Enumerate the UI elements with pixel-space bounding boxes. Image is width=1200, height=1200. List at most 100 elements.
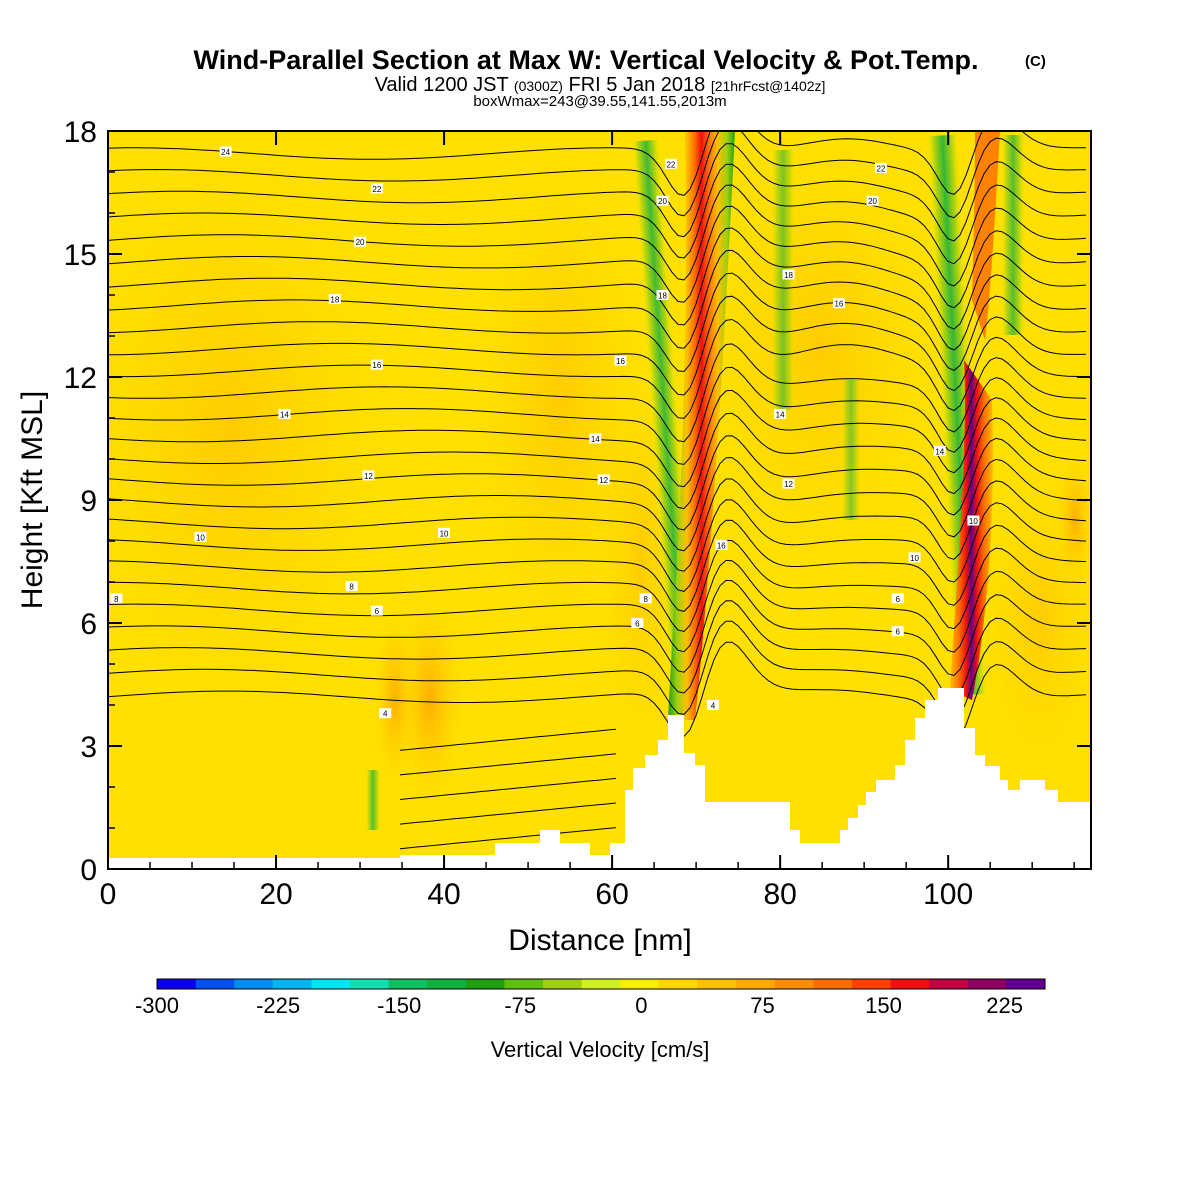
contour-label-bg [194,531,207,542]
theta-contour-line [108,131,1087,219]
contour-label-bg [345,581,358,592]
colorbar-tick-label-2: -150 [377,993,421,1018]
contour-label-bg [874,162,887,173]
contour-label-bg [631,618,644,628]
contour-label-bg [706,700,719,710]
theta-contour-line [108,435,1087,531]
theta-contour-line [108,249,1087,351]
colorbar-swatch-9 [504,979,544,989]
x-tick-label-3: 60 [595,878,628,911]
x-axis-label: Distance [nm] [508,924,691,957]
contour-label-26: 12 [784,480,793,489]
contour-label-bg [328,294,341,305]
x-tick-label-0: 0 [100,878,117,911]
theta-contour-line [108,343,1087,443]
contour-label-32: 6 [896,628,901,637]
colorbar-tick-label-5: 75 [750,993,774,1018]
contour-label-24: 16 [834,300,843,309]
x-tick-label-4: 80 [763,878,796,911]
contour-label-bg [379,708,392,719]
colorbar-swatch-16 [774,979,814,989]
y-tick-label-4: 12 [64,362,97,395]
contour-label-5: 14 [280,410,289,419]
contour-label-23: 18 [784,271,793,280]
theta-contour-line [108,641,1087,745]
contour-label-bg [782,478,795,489]
contour-label-10: 6 [375,607,380,616]
contour-label-11: 4 [383,710,388,719]
contour-label-bg [354,236,367,247]
contour-label-2: 20 [356,238,365,247]
theta-contour-line [108,227,1087,330]
contour-label-bg [362,470,375,481]
subtitle-zulu: (0300Z) [514,78,563,94]
updraft-core-2 [950,131,1000,700]
contour-label-bg [614,355,627,366]
theta-contour-line [108,579,1087,677]
contour-label-27: 22 [877,164,886,173]
colorbar-swatch-14 [697,979,737,989]
contour-label-bg [656,290,669,300]
theta-contour-line [108,295,1087,396]
x-tick-label-1: 20 [259,878,292,911]
contour-label-bg [370,605,383,616]
contour-label-bg [933,445,946,456]
contour-label-bg [589,433,602,444]
contour-label-31: 6 [896,595,901,604]
contour-label-bg [219,146,232,157]
theta-contour-line-low [399,802,617,825]
contour-label-bg [370,359,383,370]
subtitle-forecast: [21hrFcst@1402z] [711,78,826,94]
contour-label-15: 12 [599,476,608,485]
theta-contour-line [108,478,1087,572]
contour-label-13: 16 [616,357,625,366]
contour-label-22: 4 [711,702,716,711]
colorbar-swatch-17 [813,979,853,989]
contour-label-bg [438,527,451,538]
x-tick-label-2: 40 [427,878,460,911]
contour-label-20: 18 [658,292,667,301]
contour-label-bg [866,195,879,206]
theta-contour-line [108,457,1087,552]
x-tick-label-5: 100 [923,878,973,911]
colorbar-swatch-8 [465,979,505,989]
contour-label-bg [664,158,677,169]
y-axis: 0 3 6 9 12 15 18 [64,116,1091,887]
colorbar-swatch-18 [851,979,892,989]
colorbar: -300 -225 -150 -75 0 75 150 225 [135,978,1046,1018]
colorbar-tick-label-1: -225 [256,993,300,1018]
colorbar-frame [156,978,1046,990]
contour-label-bg [278,408,291,419]
colorbar-tick-label-6: 150 [865,993,902,1018]
theta-contour-line-low [399,753,617,776]
colorbar-swatch-13 [658,979,699,989]
contour-label-3: 18 [330,296,339,305]
y-tick-label-0: 0 [80,854,97,887]
colorbar-swatch-6 [388,979,428,989]
contour-label-12: 10 [440,529,449,538]
y-tick-label-1: 3 [80,731,97,764]
theta-contour-line [108,519,1087,612]
contour-label-bg [832,298,845,309]
colorbar-swatch-20 [929,979,969,989]
colorbar-swatch-7 [427,979,467,989]
contour-label-4: 16 [372,361,381,370]
contour-label-33: 10 [969,517,978,526]
contour-label-bg [715,540,728,551]
contour-label-1: 22 [372,185,381,194]
contour-label-bg [891,593,904,604]
colorbar-swatch-5 [350,979,390,989]
colorbar-swatch-19 [890,979,930,989]
contour-label-bg [370,183,383,194]
colorbar-swatch-10 [543,979,583,989]
contour-label-8: 8 [114,595,119,604]
subtitle-date: FRI 5 Jan 2018 [569,74,706,96]
y-tick-label-6: 18 [64,116,97,149]
contour-label-30: 10 [910,554,919,563]
contour-label-bg [967,515,980,526]
weak-updraft-zones [108,131,1091,810]
theta-contour-line-low [399,827,617,850]
colorbar-tick-label-7: 225 [986,993,1023,1018]
contour-label-bg [891,626,904,637]
theta-contour-line-low [399,777,617,800]
